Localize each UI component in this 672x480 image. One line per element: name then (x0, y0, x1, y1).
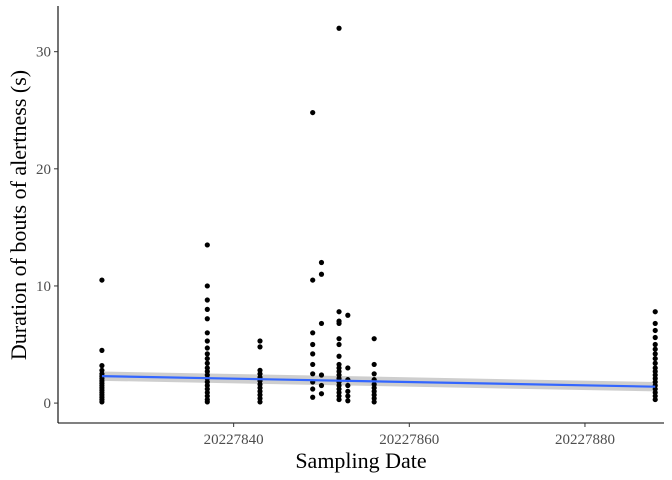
y-tick-label: 20 (36, 162, 51, 178)
smooth-line-layer (101, 375, 656, 388)
data-point (345, 398, 351, 404)
data-point (336, 353, 342, 359)
data-point (257, 344, 263, 350)
data-point (99, 363, 105, 369)
data-point (99, 277, 105, 283)
data-point (371, 361, 377, 368)
y-tick-label: 0 (44, 396, 52, 412)
data-point (204, 283, 210, 289)
data-point (204, 306, 210, 312)
data-point (204, 316, 210, 322)
data-point (652, 346, 658, 352)
data-point (310, 351, 316, 357)
x-tick-label: 20227840 (204, 432, 264, 448)
y-axis-title: Duration of bouts of alertness (s) (6, 70, 31, 360)
data-point (371, 371, 377, 377)
data-point (257, 399, 263, 405)
data-point (204, 351, 210, 357)
data-point (204, 399, 210, 405)
data-point (652, 327, 658, 334)
data-point (204, 297, 210, 303)
data-point (336, 336, 342, 342)
data-point (336, 396, 342, 403)
x-axis-title: Sampling Date (295, 448, 426, 473)
ticks-layer: 0 10 20 30 20227840 20227860 20227880 (36, 45, 615, 448)
data-point (318, 382, 325, 389)
data-point (336, 341, 342, 348)
data-point (204, 338, 210, 344)
data-point (257, 338, 263, 344)
data-point (310, 394, 316, 400)
data-point (336, 320, 342, 327)
data-point (318, 271, 325, 277)
data-point (318, 372, 325, 378)
smooth-trend-line (101, 375, 656, 388)
data-point (204, 355, 210, 362)
data-point (310, 361, 316, 368)
data-point (652, 351, 658, 357)
data-point (204, 360, 210, 366)
data-point (652, 341, 658, 348)
data-point (371, 399, 377, 405)
data-point (318, 320, 325, 327)
data-point (345, 388, 351, 394)
data-point (310, 330, 316, 336)
data-point (310, 277, 316, 283)
data-point (310, 371, 316, 377)
data-point (652, 309, 658, 315)
data-point (652, 355, 658, 362)
data-point (204, 330, 210, 336)
data-point (310, 109, 316, 116)
data-point (652, 320, 658, 327)
data-point (371, 336, 377, 342)
x-tick-label: 20227860 (379, 432, 439, 448)
data-point (652, 334, 658, 341)
data-point (345, 382, 351, 389)
data-point (345, 393, 351, 399)
data-point (99, 399, 105, 405)
y-tick-label: 10 (36, 279, 51, 295)
data-point (652, 396, 658, 403)
data-point (336, 309, 342, 315)
data-point (310, 341, 316, 348)
data-point (204, 345, 210, 351)
axes-layer (57, 6, 664, 424)
data-point (345, 312, 351, 318)
data-point (204, 242, 210, 248)
y-tick-label: 30 (36, 45, 51, 61)
data-point (652, 360, 658, 366)
data-point (99, 347, 105, 353)
data-point (345, 365, 351, 371)
data-point (310, 386, 316, 392)
data-points-layer (99, 25, 658, 405)
x-tick-label: 20227880 (555, 432, 615, 448)
data-point (318, 259, 325, 266)
data-point (336, 25, 342, 31)
data-point (318, 391, 325, 397)
